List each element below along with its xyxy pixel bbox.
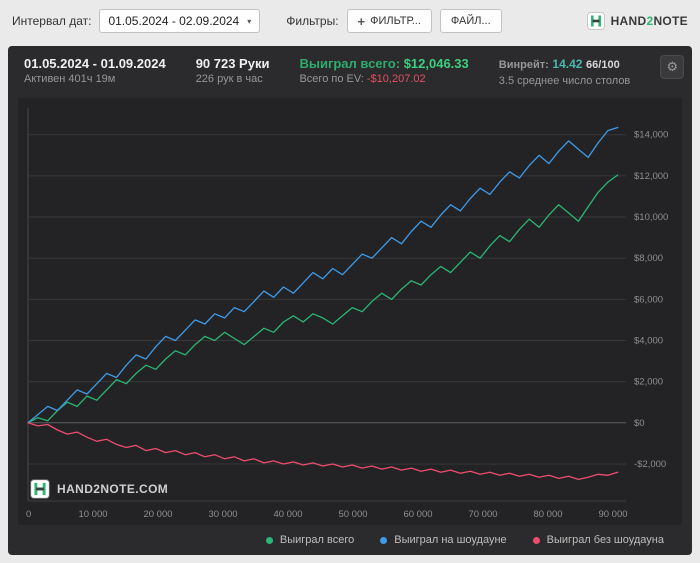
ev-value: -$10,207.02 [366, 73, 426, 85]
svg-text:$4,000: $4,000 [634, 336, 663, 347]
svg-text:80 000: 80 000 [533, 509, 562, 520]
won-total-value: $12,046.33 [403, 56, 469, 71]
legend-item-showdown[interactable]: Выиграл на шоудауне [380, 534, 507, 546]
legend-dot-blue [380, 536, 388, 544]
winrate-label: Винрейт: [498, 59, 549, 71]
svg-text:$12,000: $12,000 [634, 171, 668, 182]
svg-text:$0: $0 [634, 418, 645, 429]
svg-text:$2,000: $2,000 [634, 377, 663, 388]
gear-icon[interactable]: ⚙ [660, 55, 685, 79]
ev-label: Всего по EV: [299, 73, 364, 85]
chart-canvas[interactable]: $14,000 $12,000 $10,000 $8,000 $6,000 $4,000 $… [18, 98, 682, 525]
svg-text:20 000: 20 000 [143, 509, 172, 520]
hand2note-logo-icon [30, 479, 50, 499]
date-range-value: 01.05.2024 - 02.09.2024 [108, 14, 240, 28]
hands-block: 90 723 Руки 226 рук в час [196, 55, 270, 87]
add-filter-button[interactable]: + ФИЛЬТР... [346, 9, 432, 33]
svg-text:40 000: 40 000 [273, 509, 302, 520]
svg-text:$10,000: $10,000 [634, 212, 668, 223]
watermark-text: HAND2NOTE.COM [57, 482, 169, 496]
legend-dot-pink [532, 536, 540, 544]
chevron-down-icon: ▾ [247, 16, 252, 26]
date-interval-label: Интервал дат: [12, 14, 92, 28]
legend-item-non-showdown[interactable]: Выиграл без шоудауна [532, 534, 664, 546]
winrate-scale: 66/100 [586, 59, 620, 71]
hand2note-logo-icon [586, 12, 605, 30]
svg-text:-$2,000: -$2,000 [634, 459, 666, 470]
plus-icon: + [357, 13, 366, 29]
file-button[interactable]: ФАЙЛ... [439, 9, 502, 33]
svg-text:$14,000: $14,000 [634, 130, 668, 141]
svg-text:60 000: 60 000 [403, 509, 432, 520]
session-date-range: 01.05.2024 - 01.09.2024 [24, 56, 166, 71]
svg-text:$8,000: $8,000 [634, 253, 663, 264]
date-range-input[interactable]: 01.05.2024 - 02.09.2024 ▾ [99, 9, 261, 33]
svg-text:50 000: 50 000 [338, 509, 367, 520]
legend-item-won-total[interactable]: Выиграл всего [265, 534, 354, 546]
chart-legend: Выиграл всего Выиграл на шоудауне Выигра… [8, 525, 692, 555]
won-total-label: Выиграл всего: [299, 56, 401, 71]
winnings-block: Выиграл всего: $12,046.33 Всего по EV: -… [299, 55, 468, 87]
svg-text:0: 0 [26, 509, 31, 520]
svg-text:10 000: 10 000 [78, 509, 107, 520]
filters-label: Фильтры: [286, 14, 339, 28]
svg-text:90 000: 90 000 [598, 509, 627, 520]
chart-watermark: HAND2NOTE.COM [30, 479, 168, 499]
svg-text:30 000: 30 000 [208, 509, 237, 520]
brand-name: HAND2NOTE [610, 14, 688, 28]
brand: HAND2NOTE [586, 12, 688, 30]
legend-dot-green [265, 536, 273, 544]
avg-tables: 3.5 среднее число столов [498, 75, 631, 87]
session-block: 01.05.2024 - 01.09.2024 Активен 401ч 19м [24, 55, 166, 87]
svg-text:70 000: 70 000 [468, 509, 497, 520]
hands-count: 90 723 Руки [195, 56, 270, 71]
hands-per-hour: 226 рук в час [195, 73, 263, 85]
session-active-time: Активен 401ч 19м [24, 73, 116, 85]
winrate-value: 14.42 [552, 57, 583, 71]
stats-panel: 01.05.2024 - 01.09.2024 Активен 401ч 19м… [8, 46, 692, 555]
winnings-chart[interactable]: $14,000 $12,000 $10,000 $8,000 $6,000 $4,000 $… [18, 98, 682, 525]
top-toolbar: Интервал дат: 01.05.2024 - 02.09.2024 ▾ … [0, 0, 700, 42]
svg-text:$6,000: $6,000 [634, 294, 663, 305]
winrate-block: Винрейт: 14.42 66/100 3.5 среднее число … [499, 55, 631, 89]
panel-header: 01.05.2024 - 01.09.2024 Активен 401ч 19м… [8, 46, 692, 98]
